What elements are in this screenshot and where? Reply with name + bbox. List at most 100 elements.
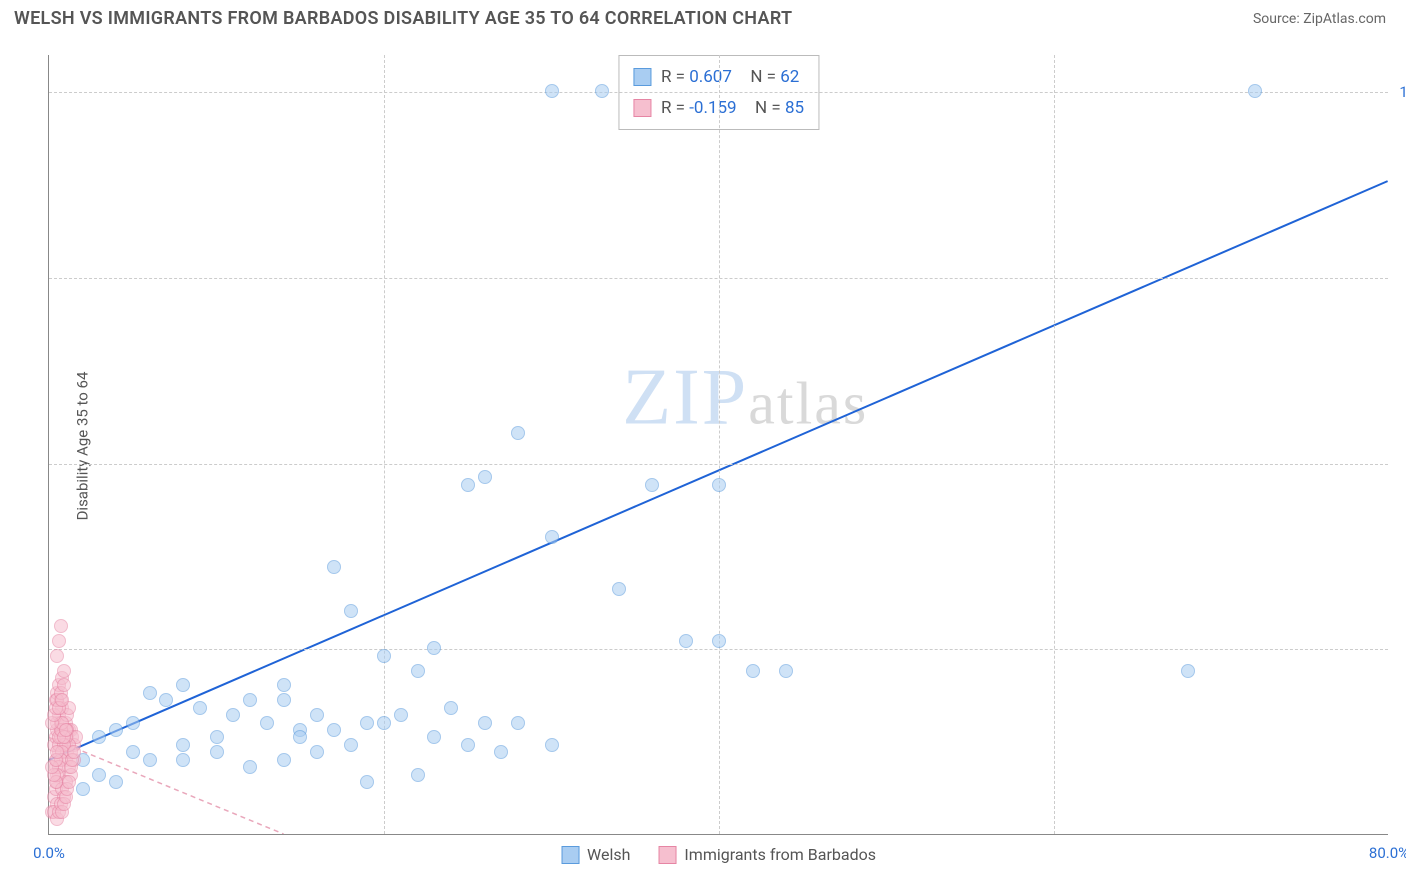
data-point <box>444 701 458 715</box>
data-point <box>411 768 425 782</box>
gridline-v <box>1054 55 1055 834</box>
data-point <box>293 730 307 744</box>
data-point <box>243 693 257 707</box>
data-point <box>411 664 425 678</box>
y-tick-label: 25.0% <box>1393 640 1406 658</box>
series-swatch <box>633 68 651 86</box>
data-point <box>344 604 358 618</box>
data-point <box>62 775 76 789</box>
data-point <box>92 768 106 782</box>
data-point <box>226 708 240 722</box>
data-point <box>210 730 224 744</box>
data-point <box>143 753 157 767</box>
legend-item: Immigrants from Barbados <box>658 845 876 864</box>
data-point <box>427 641 441 655</box>
data-point <box>310 708 324 722</box>
data-point <box>1181 664 1195 678</box>
data-point <box>478 716 492 730</box>
data-point <box>176 678 190 692</box>
data-point <box>159 693 173 707</box>
data-point <box>55 693 69 707</box>
data-point <box>67 745 81 759</box>
y-tick-label: 100.0% <box>1393 83 1406 101</box>
data-point <box>277 693 291 707</box>
data-point <box>92 730 106 744</box>
data-point <box>109 775 123 789</box>
data-point <box>779 664 793 678</box>
data-point <box>645 478 659 492</box>
source-value: ZipAtlas.com <box>1303 11 1386 27</box>
data-point <box>126 716 140 730</box>
data-point <box>76 782 90 796</box>
data-point <box>360 775 374 789</box>
data-point <box>327 560 341 574</box>
chart-plot-area: ZIPatlas R = 0.607 N = 62R = -0.159 N = … <box>48 55 1388 835</box>
stats-n: N = 62 <box>742 62 799 93</box>
data-point <box>360 716 374 730</box>
stats-r: R = 0.607 <box>661 62 732 93</box>
data-point <box>612 582 626 596</box>
chart-title: WELSH VS IMMIGRANTS FROM BARBADOS DISABI… <box>14 8 792 29</box>
data-point <box>327 723 341 737</box>
data-point <box>545 738 559 752</box>
data-point <box>143 686 157 700</box>
data-point <box>277 753 291 767</box>
data-point <box>176 753 190 767</box>
data-point <box>679 634 693 648</box>
data-point <box>545 84 559 98</box>
data-point <box>461 738 475 752</box>
watermark: ZIPatlas <box>622 352 868 443</box>
data-point <box>478 470 492 484</box>
x-tick-label: 80.0% <box>1369 844 1406 862</box>
data-point <box>277 678 291 692</box>
data-point <box>310 745 324 759</box>
data-point <box>1248 84 1262 98</box>
y-tick-label: 75.0% <box>1393 269 1406 287</box>
data-point <box>210 745 224 759</box>
data-point <box>494 745 508 759</box>
data-point <box>377 716 391 730</box>
data-point <box>511 716 525 730</box>
watermark-atlas: atlas <box>748 370 868 436</box>
gridline-v <box>719 55 720 834</box>
data-point <box>50 745 64 759</box>
bottom-legend: Welsh Immigrants from Barbados <box>561 845 876 864</box>
header: WELSH VS IMMIGRANTS FROM BARBADOS DISABI… <box>0 0 1406 37</box>
data-point <box>57 664 71 678</box>
data-point <box>595 84 609 98</box>
data-point <box>54 619 68 633</box>
legend-label: Welsh <box>587 845 630 864</box>
source-attribution: Source: ZipAtlas.com <box>1253 11 1386 27</box>
data-point <box>511 426 525 440</box>
legend-swatch <box>658 846 676 864</box>
legend-label: Immigrants from Barbados <box>684 845 876 864</box>
data-point <box>461 478 475 492</box>
data-point <box>260 716 274 730</box>
data-point <box>712 634 726 648</box>
data-point <box>52 634 66 648</box>
data-point <box>712 478 726 492</box>
x-tick-label: 0.0% <box>33 844 65 862</box>
source-label: Source: <box>1253 11 1303 27</box>
watermark-zip: ZIP <box>622 353 748 441</box>
data-point <box>746 664 760 678</box>
y-tick-label: 50.0% <box>1393 455 1406 473</box>
legend-swatch <box>561 846 579 864</box>
data-point <box>176 738 190 752</box>
data-point <box>545 530 559 544</box>
data-point <box>50 649 64 663</box>
data-point <box>243 760 257 774</box>
data-point <box>427 730 441 744</box>
data-point <box>59 723 73 737</box>
stats-r: R = -0.159 <box>661 93 737 124</box>
stats-n: N = 85 <box>747 93 804 124</box>
data-point <box>57 678 71 692</box>
data-point <box>394 708 408 722</box>
data-point <box>377 649 391 663</box>
data-point <box>193 701 207 715</box>
data-point <box>109 723 123 737</box>
data-point <box>344 738 358 752</box>
data-point <box>126 745 140 759</box>
legend-item: Welsh <box>561 845 630 864</box>
series-swatch <box>633 99 651 117</box>
